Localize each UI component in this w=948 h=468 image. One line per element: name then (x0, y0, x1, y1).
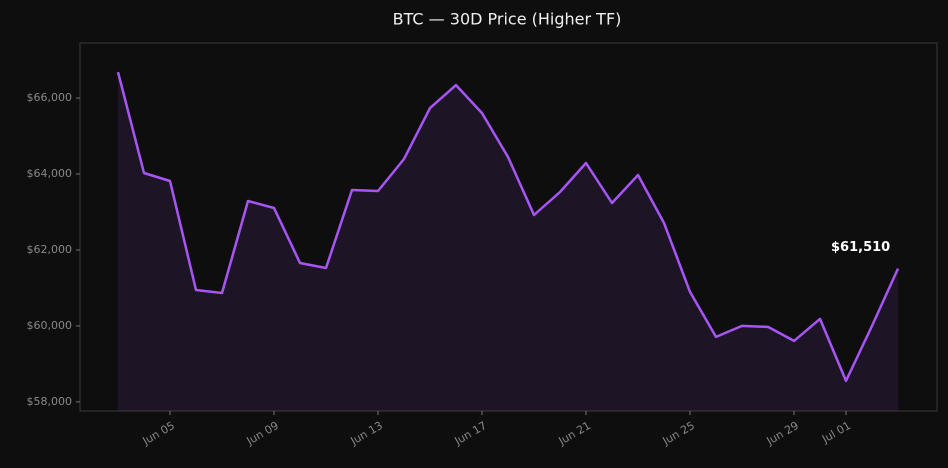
y-tick-label: $58,000 (27, 395, 73, 408)
chart-title: BTC — 30D Price (Higher TF) (393, 10, 622, 29)
area (118, 72, 898, 411)
value-label: $61,510 (831, 240, 890, 255)
line (116, 71, 900, 383)
y-tick-label: $64,000 (27, 167, 73, 180)
y-tick-label: $62,000 (27, 243, 73, 256)
plot-frame (79, 42, 938, 412)
y-tick-label: $66,000 (27, 91, 73, 104)
y-tick-label: $60,000 (27, 319, 73, 332)
